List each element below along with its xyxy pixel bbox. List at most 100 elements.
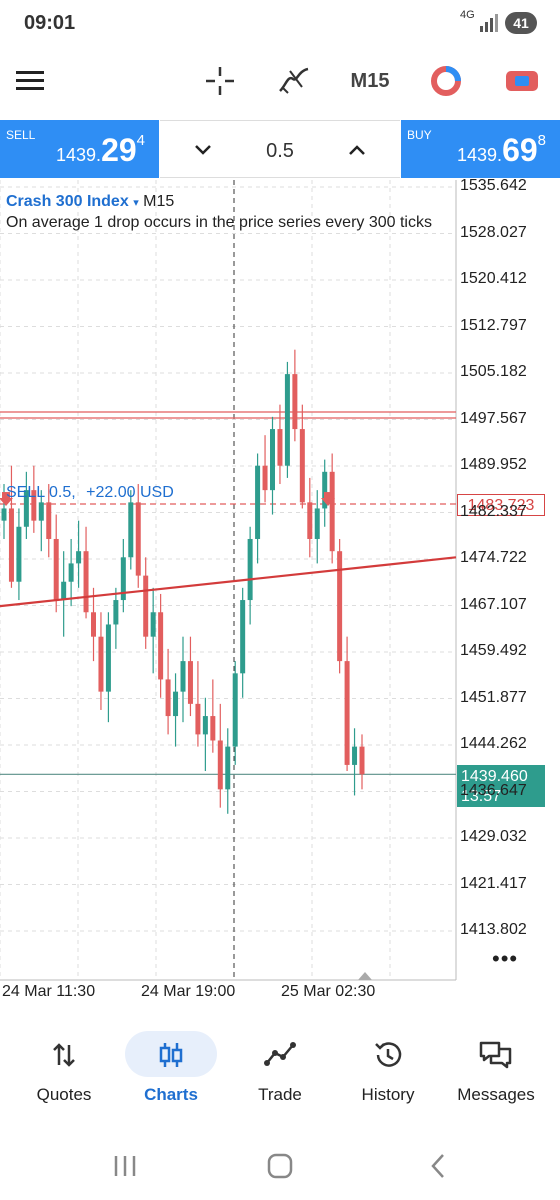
price-tick-label: 1413.802 bbox=[460, 921, 527, 938]
order-marker bbox=[2, 492, 10, 499]
one-click-trading-icon[interactable] bbox=[426, 50, 466, 112]
home-icon[interactable] bbox=[267, 1153, 293, 1179]
candle-body bbox=[113, 600, 119, 625]
price-tick-label: 1535.642 bbox=[460, 177, 527, 194]
price-tick-label: 1474.722 bbox=[460, 549, 527, 566]
candle-body bbox=[232, 673, 238, 747]
candle-body bbox=[31, 490, 37, 521]
candle-body bbox=[307, 502, 313, 539]
candle-body bbox=[270, 429, 275, 491]
network-type: 4G bbox=[460, 9, 475, 21]
price-tick-label: 1429.032 bbox=[460, 828, 527, 845]
candle-body bbox=[187, 661, 193, 704]
system-navigation bbox=[0, 1140, 560, 1200]
candle-body bbox=[314, 508, 320, 539]
time-tick-label: 24 Mar 11:30 bbox=[2, 983, 96, 1000]
nav-charts-label: Charts bbox=[144, 1085, 198, 1104]
more-dots-icon[interactable]: ••• bbox=[492, 946, 519, 971]
candle-body bbox=[158, 612, 164, 680]
candle-body bbox=[38, 502, 44, 521]
level-lines bbox=[0, 411, 456, 775]
history-icon bbox=[366, 1039, 410, 1071]
candle-body bbox=[128, 502, 134, 558]
candle-body bbox=[284, 374, 290, 466]
price-tick-label: 1459.492 bbox=[460, 642, 527, 659]
order-line-label[interactable]: SELL 0.5, +22.00 USD bbox=[6, 484, 174, 502]
nav-history[interactable]: History bbox=[332, 1025, 444, 1125]
price-chart[interactable] bbox=[0, 180, 560, 1010]
crosshair-icon[interactable] bbox=[200, 50, 240, 112]
sell-label: SELL bbox=[6, 128, 36, 142]
chart-toolbar: M15 bbox=[0, 50, 560, 112]
candle-body bbox=[337, 551, 343, 662]
candle-body bbox=[76, 551, 82, 564]
bottom-navigation: Quotes Charts Trade History Messages bbox=[0, 1025, 560, 1125]
candle-body bbox=[16, 526, 22, 582]
timeframe-selector[interactable]: M15 bbox=[345, 50, 395, 112]
chevron-up-icon[interactable] bbox=[344, 137, 370, 163]
candle-body bbox=[352, 746, 358, 765]
price-tick-label: 1489.952 bbox=[460, 456, 527, 473]
candle-body bbox=[292, 374, 298, 430]
sell-button[interactable]: SELL 1439.294 bbox=[0, 120, 159, 178]
chart-symbol: Crash 300 Index bbox=[6, 193, 129, 210]
price-tick-label: 1467.107 bbox=[460, 595, 527, 613]
order-price-tag: 1483.723 bbox=[457, 494, 545, 516]
active-tab-indicator bbox=[125, 1031, 217, 1077]
chevron-down-icon[interactable] bbox=[190, 137, 216, 163]
sell-price: 1439.294 bbox=[56, 132, 145, 168]
price-tick-label: 1512.797 bbox=[460, 316, 527, 334]
candle-body bbox=[210, 716, 216, 741]
order-marker bbox=[321, 498, 335, 507]
candle-body bbox=[262, 465, 268, 491]
candle-body bbox=[135, 502, 141, 576]
nav-trade[interactable]: Trade bbox=[224, 1025, 336, 1125]
candle-body bbox=[120, 557, 126, 601]
lot-value[interactable]: 0.5 bbox=[266, 140, 294, 162]
price-tick-label: 1436.647 bbox=[460, 781, 527, 799]
candle-body bbox=[217, 740, 223, 790]
buy-button[interactable]: BUY 1439.698 bbox=[401, 120, 560, 178]
candle-body bbox=[68, 563, 74, 582]
candle-body bbox=[53, 538, 59, 601]
recents-icon[interactable] bbox=[112, 1154, 138, 1178]
back-icon[interactable] bbox=[428, 1153, 448, 1179]
current-price-tag: 1439.460 13:57 bbox=[457, 765, 545, 807]
candle-body bbox=[247, 538, 253, 601]
candle-body bbox=[173, 691, 179, 717]
price-tick-label: 1421.417 bbox=[460, 874, 527, 892]
candle-body bbox=[91, 612, 96, 637]
candle-body bbox=[240, 600, 246, 674]
candle-body bbox=[202, 716, 208, 735]
candle-body bbox=[255, 465, 261, 539]
price-tick-label: 1444.262 bbox=[460, 735, 527, 752]
menu-icon[interactable] bbox=[10, 50, 50, 112]
candle-body bbox=[165, 679, 171, 717]
nav-messages[interactable]: Messages bbox=[440, 1025, 552, 1125]
nav-quotes-label: Quotes bbox=[36, 1085, 92, 1104]
trade-icon bbox=[258, 1039, 302, 1071]
current-price: 1439.460 bbox=[461, 768, 528, 785]
candle-countdown: 13:57 bbox=[461, 788, 502, 805]
signal-icon bbox=[480, 14, 498, 32]
nav-charts[interactable]: Charts bbox=[115, 1025, 227, 1125]
indicators-icon[interactable] bbox=[274, 50, 314, 112]
chart-type-icon[interactable] bbox=[502, 50, 542, 112]
candle-body bbox=[1, 508, 7, 521]
order-marker bbox=[324, 492, 332, 499]
candle-body bbox=[195, 703, 201, 735]
price-tick-label: 1520.412 bbox=[460, 270, 527, 287]
candle-body bbox=[23, 490, 29, 527]
overlay-lines bbox=[0, 492, 457, 608]
messages-icon bbox=[474, 1039, 518, 1071]
nav-quotes[interactable]: Quotes bbox=[8, 1025, 120, 1125]
status-time: 09:01 bbox=[24, 12, 76, 34]
candle-body bbox=[61, 581, 67, 601]
chart-title[interactable]: Crash 300 Index ▾ M15 bbox=[6, 193, 175, 210]
price-tick-label: 1451.877 bbox=[460, 688, 527, 706]
candle-body bbox=[180, 661, 186, 692]
chart-description: On average 1 drop occurs in the price se… bbox=[6, 214, 432, 231]
candle-body bbox=[83, 551, 89, 613]
nav-messages-label: Messages bbox=[457, 1085, 535, 1104]
buy-label: BUY bbox=[407, 128, 432, 142]
